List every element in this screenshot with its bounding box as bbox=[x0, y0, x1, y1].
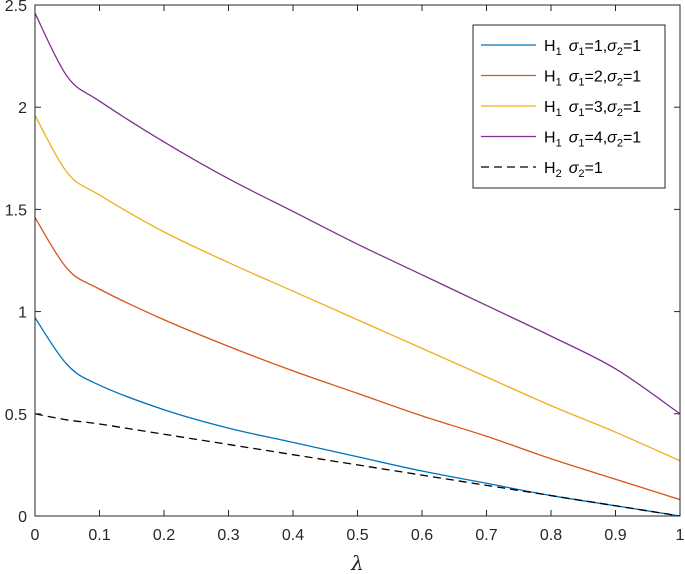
plot-area bbox=[34, 12, 681, 517]
legend-main: H bbox=[544, 130, 556, 147]
x-tick-label: 1 bbox=[676, 527, 685, 544]
legend-entry-3: H1 σ1=3,σ2=1 bbox=[544, 99, 641, 119]
axes: 0 0.1 0.2 0.3 0.4 0.5 0.6 0.7 0.8 0.9 1 0 0.5 1 1.5 2 2.… bbox=[5, 0, 685, 544]
legend-sub: 1 bbox=[556, 46, 562, 58]
legend-sigma-sub: 1 bbox=[578, 46, 584, 58]
legend-sigma-sub: 1 bbox=[578, 138, 584, 150]
legend-entry-4: H1 σ1=4,σ2=1 bbox=[544, 130, 641, 150]
legend-main: H bbox=[544, 160, 556, 177]
legend-sigma-sub: 2 bbox=[578, 168, 584, 180]
legend-entry-5: H2 σ2=1 bbox=[544, 160, 603, 180]
legend-entry-1: H1 σ1=1,σ2=1 bbox=[544, 38, 641, 58]
legend-sigma: σ bbox=[607, 38, 618, 55]
legend-sigma-sub: 2 bbox=[617, 107, 623, 119]
legend-sigma-value: =1 bbox=[623, 130, 641, 147]
legend-sigma: σ bbox=[607, 99, 618, 116]
x-tick-label: 0.1 bbox=[88, 527, 110, 544]
legend-sigma-sub: 2 bbox=[617, 46, 623, 58]
legend-sigma-sub: 2 bbox=[617, 77, 623, 89]
legend-sigma-value: =1 bbox=[623, 99, 641, 116]
legend-sigma-value: =1 bbox=[623, 38, 641, 55]
legend-main: H bbox=[544, 38, 556, 55]
series-line-4 bbox=[34, 12, 681, 415]
series-line-3 bbox=[34, 115, 681, 462]
x-tick-label: 0 bbox=[31, 527, 40, 544]
legend-sigma-sub: 2 bbox=[617, 138, 623, 150]
legend-main: H bbox=[544, 99, 556, 116]
legend-sigma-value: =1, bbox=[584, 38, 607, 55]
legend-sigma: σ bbox=[607, 69, 618, 86]
series-line-1 bbox=[34, 317, 681, 517]
x-tick-label: 0.4 bbox=[282, 527, 304, 544]
legend-sigma: σ bbox=[569, 38, 580, 55]
x-tick-label: 0.2 bbox=[153, 527, 175, 544]
y-tick-label: 0 bbox=[18, 509, 27, 526]
x-tick-label: 0.6 bbox=[411, 527, 433, 544]
series-line-5 bbox=[34, 413, 681, 517]
x-tick-label: 0.3 bbox=[217, 527, 239, 544]
legend-sub: 1 bbox=[556, 138, 562, 150]
y-tick-label: 1.5 bbox=[5, 202, 27, 219]
legend-sigma: σ bbox=[569, 99, 580, 116]
y-tick-label: 0.5 bbox=[5, 407, 27, 424]
legend-sigma-value: =1 bbox=[584, 160, 602, 177]
x-tick-label: 0.7 bbox=[475, 527, 497, 544]
x-tick-label: 0.8 bbox=[540, 527, 562, 544]
x-tick-label: 0.5 bbox=[346, 527, 368, 544]
legend-sub: 1 bbox=[556, 77, 562, 89]
legend: H1 σ1=1,σ2=1H1 σ1=2,σ2=1H1 σ1=3,σ2=1H1 σ1=4,… bbox=[472, 24, 666, 189]
legend-sigma-value: =4, bbox=[584, 130, 607, 147]
legend-sigma-value: =1 bbox=[623, 69, 641, 86]
legend-sub: 1 bbox=[556, 107, 562, 119]
legend-main: H bbox=[544, 69, 556, 86]
legend-sigma-value: =2, bbox=[584, 69, 607, 86]
legend-sigma: σ bbox=[569, 69, 580, 86]
legend-sigma-sub: 1 bbox=[578, 107, 584, 119]
legend-sigma: σ bbox=[607, 130, 618, 147]
legend-sigma: σ bbox=[569, 130, 580, 147]
y-tick-label: 2.5 bbox=[5, 0, 27, 15]
y-tick-label: 1 bbox=[18, 305, 27, 322]
legend-sub: 2 bbox=[556, 168, 562, 180]
x-tick-label: 0.9 bbox=[604, 527, 626, 544]
legend-entry-2: H1 σ1=2,σ2=1 bbox=[544, 69, 641, 89]
legend-sigma-value: =3, bbox=[584, 99, 607, 116]
legend-sigma-sub: 1 bbox=[578, 77, 584, 89]
legend-sigma: σ bbox=[569, 160, 580, 177]
series-line-2 bbox=[34, 217, 681, 501]
x-axis-label: λ bbox=[350, 551, 364, 574]
y-tick-label: 2 bbox=[18, 100, 27, 117]
